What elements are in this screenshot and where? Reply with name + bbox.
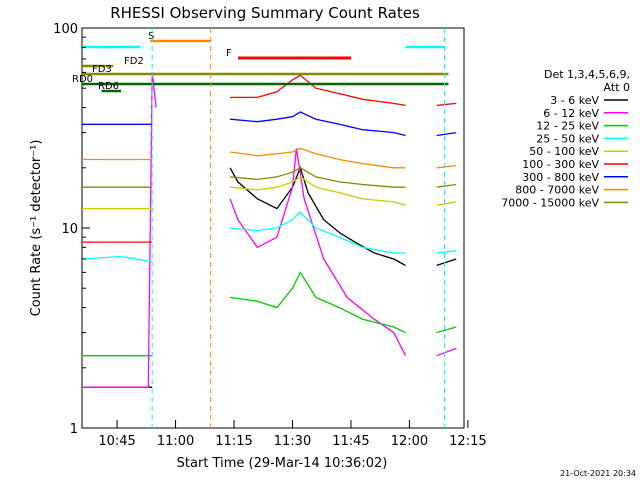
series-line-5-2 [436, 102, 457, 107]
legend-label-1: 6 - 12 keV [543, 107, 599, 120]
series-line-0-1 [229, 165, 406, 266]
series-line-1-2 [436, 347, 457, 357]
x-tick-label-4: 11:45 [332, 434, 369, 449]
legend-label-5: 100 - 300 keV [522, 158, 599, 171]
series-line-3-1 [230, 211, 406, 254]
legend-label-0: 3 - 6 keV [550, 94, 599, 107]
x-tick-label-6: 12:15 [449, 434, 486, 449]
legend-label-4: 50 - 100 keV [529, 145, 599, 158]
timestamp: 21-Oct-2021 20:34 [560, 469, 636, 478]
axes: 10:45 11:00 11:15 11:30 11:45 12:00 12:15 1 10 10… [53, 22, 486, 449]
flag-label-1: S [148, 31, 154, 42]
flag-label-6: RD6 [98, 81, 119, 92]
legend-label-3: 25 - 50 keV [536, 132, 599, 145]
series-line-4-2 [436, 201, 457, 206]
series-line-5-1 [230, 74, 406, 107]
flag-label-5: RD0 [72, 74, 93, 85]
legend-label-8: 7000 - 15000 keV [501, 196, 599, 209]
y-tick-label-1: 10 [61, 222, 78, 237]
y-tick-label-0: 1 [70, 422, 78, 437]
legend-label-2: 12 - 25 keV [536, 120, 599, 133]
series-line-1-0 [82, 72, 157, 388]
series-line-3-0 [81, 255, 153, 263]
legend-label-7: 800 - 7000 keV [515, 184, 599, 197]
legend-header-line-1: Det 1,3,4,5,6,9, [544, 68, 630, 81]
x-tick-label-3: 11:30 [274, 434, 311, 449]
x-tick-label-0: 10:45 [98, 434, 135, 449]
series-line-6-1 [230, 111, 406, 137]
flag-label-2: F [226, 48, 232, 59]
x-axis-label: Start Time (29-Mar-14 10:36:02) [177, 456, 388, 471]
series-line-7-1 [230, 147, 406, 169]
series-line-3-2 [436, 250, 457, 254]
y-axis-label: Count Rate (s⁻¹ detector⁻¹) [29, 140, 44, 317]
x-tick-label-1: 11:00 [157, 434, 194, 449]
flag-label-3: FD2 [124, 56, 144, 67]
series-line-8-1 [230, 167, 406, 188]
series-line-4-1 [230, 176, 406, 206]
series-line-0-2 [436, 258, 457, 267]
legend-label-6: 300 - 800 keV [522, 171, 599, 184]
series-line-1-1 [229, 148, 407, 356]
series-line-6-2 [436, 131, 457, 137]
series-line-2-2 [436, 326, 457, 334]
series-line-2-1 [230, 271, 406, 334]
series-line-8-2 [436, 183, 457, 188]
y-tick-label-2: 100 [53, 22, 78, 37]
legend-header-line-2: Att 0 [604, 81, 630, 94]
x-tick-label-5: 12:00 [391, 434, 428, 449]
x-tick-label-2: 11:15 [215, 434, 252, 449]
chart-title: RHESSI Observing Summary Count Rates [110, 4, 420, 22]
series-line-7-2 [436, 164, 457, 169]
flag-label-4: FD3 [92, 64, 112, 75]
